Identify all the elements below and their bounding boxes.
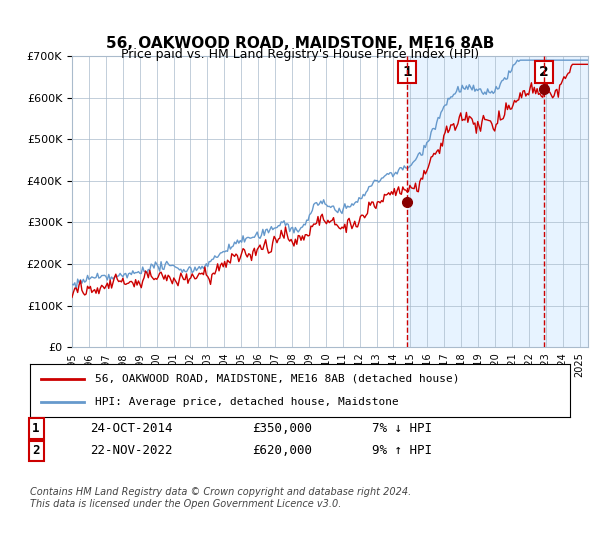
Text: 56, OAKWOOD ROAD, MAIDSTONE, ME16 8AB: 56, OAKWOOD ROAD, MAIDSTONE, ME16 8AB	[106, 36, 494, 52]
Text: 1: 1	[32, 422, 40, 435]
Text: 7% ↓ HPI: 7% ↓ HPI	[372, 422, 432, 435]
Text: 9% ↑ HPI: 9% ↑ HPI	[372, 444, 432, 458]
Text: £620,000: £620,000	[252, 444, 312, 458]
Text: Price paid vs. HM Land Registry's House Price Index (HPI): Price paid vs. HM Land Registry's House …	[121, 48, 479, 60]
Text: 2: 2	[32, 444, 40, 458]
Text: Contains HM Land Registry data © Crown copyright and database right 2024.
This d: Contains HM Land Registry data © Crown c…	[30, 487, 411, 509]
Bar	[407, 56, 588, 347]
Text: 2: 2	[539, 65, 549, 79]
Text: HPI: Average price, detached house, Maidstone: HPI: Average price, detached house, Maid…	[95, 397, 398, 407]
Text: £350,000: £350,000	[252, 422, 312, 435]
Text: 24-OCT-2014: 24-OCT-2014	[90, 422, 173, 435]
Text: 56, OAKWOOD ROAD, MAIDSTONE, ME16 8AB (detached house): 56, OAKWOOD ROAD, MAIDSTONE, ME16 8AB (d…	[95, 374, 460, 384]
Text: 22-NOV-2022: 22-NOV-2022	[90, 444, 173, 458]
Text: 1: 1	[403, 65, 412, 79]
